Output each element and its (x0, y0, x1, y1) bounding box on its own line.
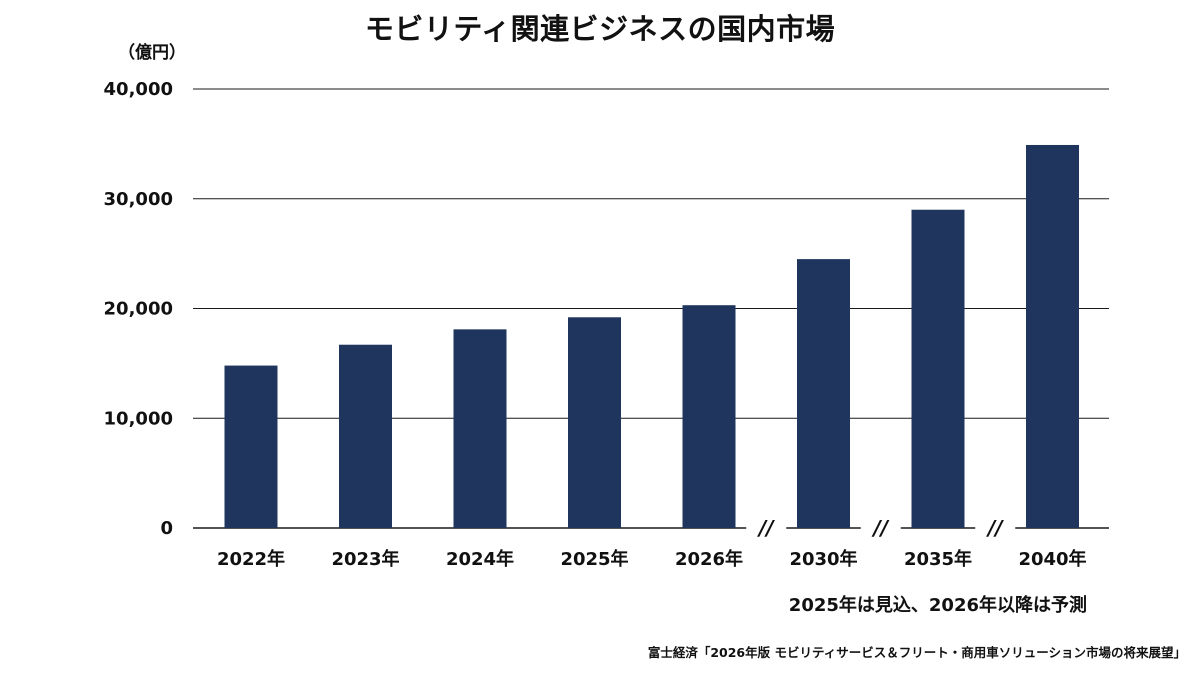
y-tick-label: 10,000 (104, 408, 173, 429)
bar (911, 209, 965, 528)
x-tick-label: 2025年 (560, 548, 628, 570)
axis-break-mark: // (757, 516, 775, 540)
x-tick-label: 2035年 (904, 548, 972, 570)
source-citation: 富士経済「2026年版 モビリティサービス＆フリート・商用車ソリューション市場の… (647, 645, 1186, 660)
y-tick-label: 20,000 (104, 299, 173, 320)
x-tick-label: 2023年 (331, 548, 399, 570)
axis-break-mark: // (871, 516, 889, 540)
axis-break-gap (746, 524, 787, 532)
x-tick-label: 2024年 (446, 548, 514, 570)
axis-break-mark: // (986, 516, 1004, 540)
bar (1026, 144, 1079, 528)
x-tick-label: 2040年 (1018, 548, 1086, 570)
bar (797, 259, 850, 528)
y-axis-unit-label: （億円） (118, 43, 186, 63)
x-tick-label: 2030年 (789, 548, 857, 570)
bar (568, 317, 621, 528)
forecast-note: 2025年は見込、2026年以降は予測 (788, 595, 1087, 616)
bar (339, 344, 392, 528)
y-tick-label: 40,000 (104, 79, 173, 100)
y-tick-label: 0 (160, 518, 173, 539)
bar (224, 365, 278, 528)
axis-break-gap (860, 524, 901, 532)
chart-title: モビリティ関連ビジネスの国内市場 (364, 12, 836, 46)
y-tick-label: 30,000 (104, 189, 173, 210)
x-tick-label: 2026年 (675, 548, 743, 570)
axis-break-gap (975, 524, 1016, 532)
x-tick-label: 2022年 (217, 548, 285, 570)
bar (453, 329, 507, 528)
bar (682, 305, 736, 528)
